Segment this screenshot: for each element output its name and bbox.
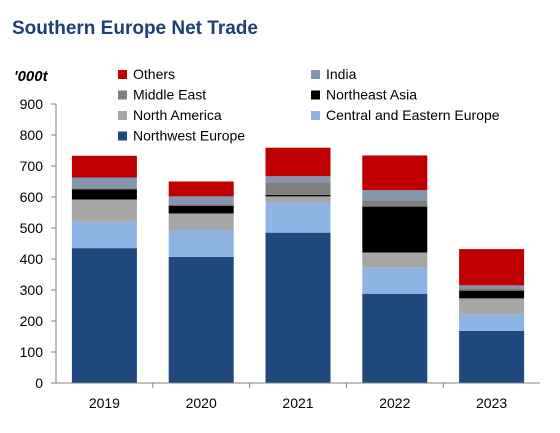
legend-label: Central and Eastern Europe	[326, 107, 500, 123]
legend-item-india: India	[311, 66, 357, 82]
legend-item-north-america: North America	[118, 107, 222, 123]
bar-segment-india-2022	[362, 190, 428, 201]
legend-swatch	[118, 70, 127, 79]
y-tick-label: 0	[35, 375, 43, 391]
bars	[71, 147, 525, 383]
bar-segment-central-and-eastern-europe-2022	[362, 267, 428, 294]
bar-segment-india-2023	[459, 285, 525, 289]
x-tick-label: 2020	[186, 395, 217, 411]
bar-segment-northeast-asia-2022	[362, 206, 428, 253]
bar-segment-middle-east-2019	[71, 187, 137, 190]
legend-swatch	[311, 111, 320, 120]
bar-segment-northwest-europe-2020	[168, 256, 234, 383]
legend-swatch	[118, 131, 127, 141]
legend-label: Northeast Asia	[326, 87, 417, 103]
bar-segment-india-2019	[71, 177, 137, 188]
y-tick-label: 900	[20, 96, 44, 112]
y-tick-label: 200	[20, 313, 44, 329]
legend-item-northeast-asia: Northeast Asia	[311, 87, 417, 103]
legend-swatch	[311, 70, 320, 79]
y-tick-label: 500	[20, 220, 44, 236]
bar-segment-north-america-2021	[265, 196, 331, 203]
legend-label: Middle East	[133, 87, 206, 103]
bar-segment-others-2022	[362, 155, 428, 191]
bar-segment-india-2020	[168, 196, 234, 205]
x-tick-label: 2023	[476, 395, 507, 411]
legend-swatch	[118, 111, 127, 120]
bar-segment-middle-east-2023	[459, 288, 525, 291]
bar-segment-northeast-asia-2020	[168, 205, 234, 214]
bar-segment-north-america-2020	[168, 213, 234, 231]
bar-segment-central-and-eastern-europe-2021	[265, 202, 331, 233]
bar-segment-others-2020	[168, 181, 234, 197]
y-tick-label: 600	[20, 189, 44, 205]
bar-segment-central-and-eastern-europe-2019	[71, 221, 137, 249]
bar-segment-central-and-eastern-europe-2020	[168, 230, 234, 257]
bar-segment-northwest-europe-2019	[71, 248, 137, 383]
bar-segment-middle-east-2021	[265, 182, 331, 195]
axes: 0 100 200 300 400 500 600 700 800 900 2019 2020 2021…	[20, 96, 540, 411]
bar-segment-india-2021	[265, 176, 331, 183]
legend-item-middle-east: Middle East	[118, 87, 206, 103]
legend-swatch	[118, 90, 127, 100]
y-tick-label: 100	[20, 344, 44, 360]
legend-label: India	[326, 66, 357, 82]
legend-label: Others	[133, 66, 175, 82]
legend-swatch	[311, 90, 320, 100]
bar-segment-north-america-2023	[459, 298, 525, 314]
y-tick-label: 300	[20, 282, 44, 298]
bar-segment-north-america-2019	[71, 199, 137, 222]
y-tick-label: 400	[20, 251, 44, 267]
legend: Others India Middle East Northeast Asia Nort…	[118, 66, 500, 144]
legend-item-central-and-eastern-europe: Central and Eastern Europe	[311, 107, 500, 123]
y-tick-label: 700	[20, 158, 44, 174]
bar-segment-central-and-eastern-europe-2023	[459, 313, 525, 331]
y-tick-label: 800	[20, 127, 44, 143]
bar-segment-others-2019	[71, 155, 137, 178]
bar-segment-northwest-europe-2022	[362, 293, 428, 383]
bar-segment-northeast-asia-2019	[71, 189, 137, 200]
bar-segment-northwest-europe-2021	[265, 232, 331, 383]
legend-label: Northwest Europe	[133, 128, 245, 144]
bar-segment-others-2021	[265, 147, 331, 177]
bar-segment-middle-east-2020	[168, 204, 234, 206]
legend-item-northwest-europe: Northwest Europe	[118, 128, 245, 144]
x-tick-label: 2019	[89, 395, 120, 411]
bar-segment-northeast-asia-2021	[265, 194, 331, 197]
legend-item-others: Others	[118, 66, 175, 82]
bar-segment-northwest-europe-2023	[459, 330, 525, 383]
x-tick-label: 2021	[282, 395, 313, 411]
bar-segment-northeast-asia-2023	[459, 290, 525, 299]
y-axis-unit-label: '000t	[14, 68, 48, 85]
legend-label: North America	[133, 107, 222, 123]
bar-segment-north-america-2022	[362, 252, 428, 268]
x-tick-label: 2022	[379, 395, 410, 411]
bar-segment-others-2023	[459, 249, 525, 286]
bar-segment-middle-east-2022	[362, 200, 428, 207]
chart-title: Southern Europe Net Trade	[12, 18, 258, 39]
